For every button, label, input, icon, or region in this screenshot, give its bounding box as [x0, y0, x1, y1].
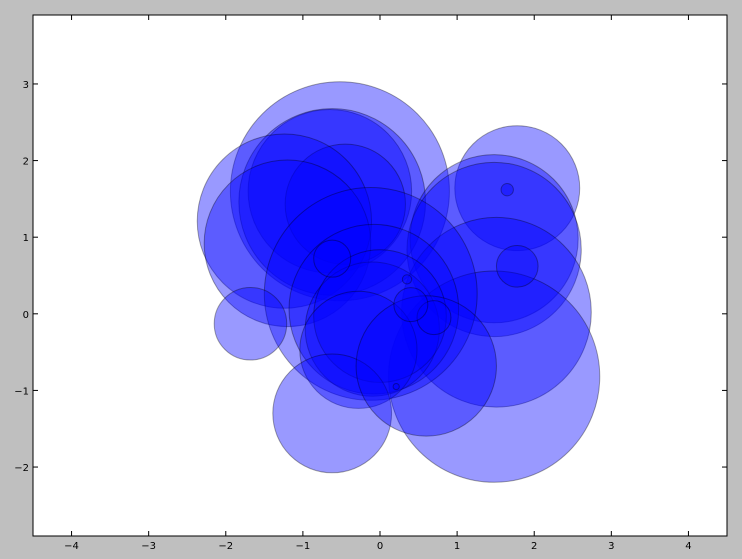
x-tick-label: −1: [296, 541, 311, 552]
y-tick-label: −2: [14, 463, 29, 474]
x-tick-label: −4: [64, 541, 79, 552]
y-tick-label: 3: [23, 80, 29, 91]
bubble-point-6: [454, 125, 581, 252]
bubble-point-14: [313, 249, 447, 383]
x-tick-label: 3: [608, 541, 614, 552]
bubble-point-9: [401, 216, 592, 408]
y-tick-label: 2: [23, 157, 29, 168]
bubble-point-16: [272, 353, 393, 474]
bubble-point-12: [288, 223, 460, 395]
y-tick-label: 1: [23, 233, 29, 244]
bubble-point-1: [247, 108, 413, 274]
y-tick-label: 0: [23, 310, 29, 321]
bubble-point-2: [238, 108, 426, 296]
bubble-point-4: [196, 133, 373, 309]
bubble-point-22: [495, 244, 539, 288]
x-tick-label: 1: [454, 541, 460, 552]
bubble-point-25: [401, 274, 413, 285]
bubble-point-18: [213, 287, 288, 361]
bubble-point-15: [299, 290, 418, 409]
bubble-point-7: [409, 154, 579, 324]
x-tick-label: 0: [377, 541, 383, 552]
bubble-layer: [196, 81, 601, 483]
y-tick-label: −1: [14, 386, 29, 397]
x-tick-label: −3: [141, 541, 156, 552]
bubble-point-3: [284, 143, 406, 265]
bubble-point-8: [406, 161, 582, 338]
bubble-point-11: [263, 186, 478, 401]
x-tick-label: 4: [685, 541, 691, 552]
bubble-point-10: [387, 270, 601, 483]
bubble-point-0: [229, 81, 450, 302]
bubble-point-23: [500, 183, 514, 197]
bubble-point-19: [416, 300, 452, 336]
bubble-point-20: [393, 287, 429, 323]
bubble-point-21: [313, 239, 352, 278]
x-tick-label: 2: [531, 541, 537, 552]
axis-ticks: −4 −3 −2 −1 0 1 2 3 4 −2 −1 0 1 2 3: [14, 15, 727, 552]
bubble-point-13: [304, 261, 440, 397]
plot-area: [33, 15, 727, 536]
x-tick-label: −2: [218, 541, 233, 552]
bubble-point-5: [203, 159, 372, 328]
bubble-point-17: [355, 295, 497, 437]
bubble-point-24: [392, 383, 400, 391]
